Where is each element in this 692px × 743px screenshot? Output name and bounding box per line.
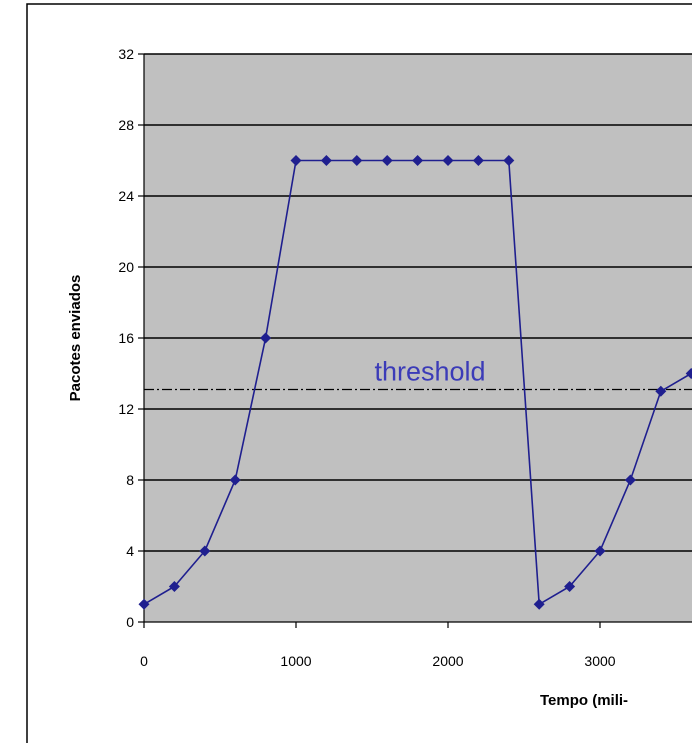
data-point-9 — [412, 155, 424, 166]
y-tick-label-6: 24 — [118, 188, 134, 204]
y-tick-label-3: 12 — [118, 401, 134, 417]
data-point-2 — [199, 545, 211, 557]
grid-lines — [144, 53, 692, 552]
data-point-12 — [503, 155, 515, 166]
y-axis-label: Pacotes enviados — [67, 275, 84, 402]
data-point-14 — [564, 581, 576, 592]
threshold-label: threshold — [374, 356, 485, 386]
y-tick-label-5: 20 — [118, 259, 134, 275]
data-point-16 — [624, 474, 636, 486]
y-tick-label-4: 16 — [118, 330, 134, 346]
data-point-8 — [381, 155, 393, 166]
data-point-0 — [138, 598, 150, 610]
y-tick-label-1: 4 — [126, 543, 134, 559]
data-point-6 — [320, 155, 332, 166]
y-tick-labels: 0 4 8 12 16 20 24 28 32 — [118, 46, 134, 630]
x-axis-label: Tempo (mili- — [540, 692, 628, 709]
data-point-3 — [229, 474, 241, 486]
data-point-4 — [260, 332, 272, 344]
x-tick-labels: 0 1000 2000 3000 — [140, 653, 616, 669]
axes — [138, 53, 692, 628]
data-point-18 — [685, 368, 692, 379]
data-point-17 — [655, 385, 667, 397]
x-tick-label-1: 1000 — [280, 653, 311, 669]
x-tick-label-3: 3000 — [584, 653, 615, 669]
data-point-13 — [533, 598, 545, 610]
series-points — [138, 155, 692, 610]
data-point-10 — [442, 155, 454, 166]
y-tick-label-0: 0 — [126, 614, 134, 630]
data-point-5 — [290, 155, 302, 166]
y-tick-label-8: 32 — [118, 46, 134, 62]
data-point-7 — [351, 155, 363, 166]
data-point-15 — [594, 545, 606, 557]
x-tick-label-2: 2000 — [432, 653, 463, 669]
y-tick-label-2: 8 — [126, 472, 134, 488]
y-tick-label-7: 28 — [118, 117, 134, 133]
data-point-1 — [168, 581, 180, 592]
data-point-11 — [472, 155, 484, 166]
x-tick-label-0: 0 — [140, 653, 148, 669]
